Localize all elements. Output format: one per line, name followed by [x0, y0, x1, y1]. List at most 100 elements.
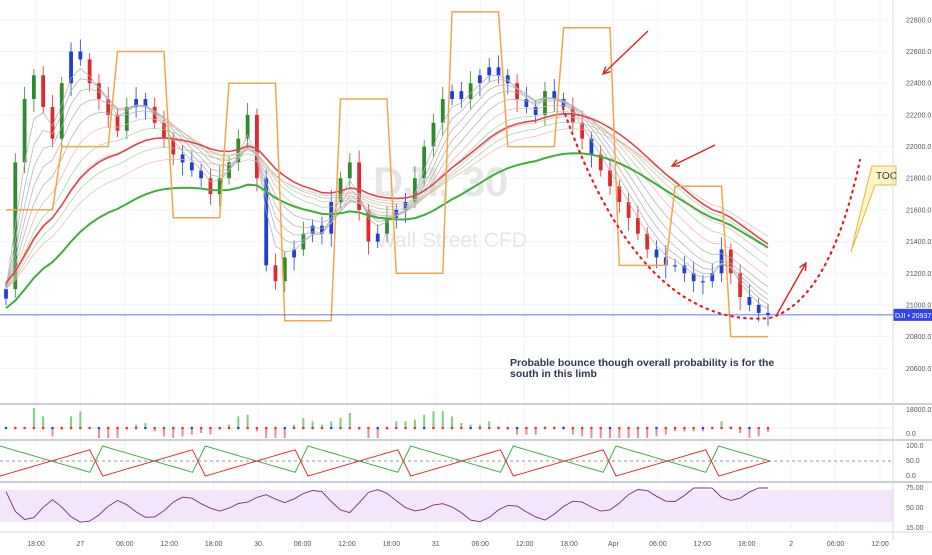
candle-body	[738, 273, 743, 298]
hist-dot	[283, 426, 287, 430]
hist-bar	[525, 428, 528, 435]
candle-body	[292, 249, 296, 258]
hist-bar	[293, 424, 296, 428]
candle-body	[710, 273, 715, 282]
hist-bar	[655, 428, 658, 437]
candle-body	[199, 170, 204, 179]
hist-dot	[41, 426, 45, 430]
hist-bar	[683, 428, 686, 432]
hist-dot	[264, 426, 268, 430]
hist-bar	[200, 428, 203, 433]
candle-body	[255, 114, 259, 179]
hist-bar	[283, 428, 286, 438]
time-tick-label: 12:00	[338, 541, 356, 548]
hist-dot	[618, 426, 621, 430]
candle-body	[245, 114, 250, 139]
candle-body	[115, 114, 120, 131]
arrow-down-1	[602, 30, 649, 75]
hist-bar	[692, 428, 695, 432]
price-tick-label: 22200.0	[906, 112, 931, 119]
hist-dot	[106, 426, 110, 430]
time-tick-label: 12:00	[694, 541, 712, 548]
hist-dot	[562, 426, 565, 430]
candle-body	[366, 209, 371, 242]
time-tick-label: 27	[77, 541, 85, 548]
hist-dot	[748, 426, 751, 430]
hist-dot	[525, 426, 528, 430]
candle-body	[208, 178, 213, 195]
hist-bar	[748, 428, 751, 438]
panel-tick-label: 18000.0	[906, 407, 931, 414]
price-tick-label: 22000.0	[906, 144, 931, 151]
hist-dot	[339, 426, 342, 430]
hist-dot	[348, 426, 352, 430]
time-tick-label: 12:00	[160, 541, 178, 548]
hist-dot	[144, 426, 147, 430]
time-tick-label: 31	[432, 541, 440, 548]
candle-body	[654, 249, 659, 258]
price-tick-label: 21000.0	[906, 302, 931, 309]
hist-dot	[469, 426, 472, 430]
candle-body	[626, 202, 631, 218]
slow-ma-red	[5, 112, 769, 284]
hist-dot	[487, 426, 491, 430]
arrow-down-2	[671, 144, 716, 167]
hist-bar	[609, 428, 612, 438]
panel-tick-label: 100.0	[906, 443, 924, 450]
candle-body	[69, 51, 73, 84]
watermark: DJI, 30 Wall Street CFD	[373, 158, 527, 252]
candle-body	[468, 83, 473, 100]
candle-body	[719, 249, 724, 274]
hist-bar	[571, 428, 574, 435]
ribbon-ma-line	[5, 90, 769, 295]
hist-bar	[646, 428, 649, 438]
candle-body	[264, 178, 269, 266]
hist-bar	[51, 428, 54, 437]
hist-bar	[627, 428, 630, 438]
ribbon-ma-line	[5, 98, 769, 290]
hist-dot	[162, 426, 166, 430]
price-tick-label: 22800.0	[906, 17, 931, 24]
rsi-band	[0, 490, 893, 522]
hist-bar	[516, 428, 519, 435]
panel-tick-label: 50.0	[906, 458, 920, 465]
time-tick-label: 18:00	[27, 541, 45, 548]
hist-dot	[460, 426, 463, 430]
hist-bar	[488, 421, 491, 428]
hist-bar	[255, 428, 258, 432]
hist-bar	[618, 428, 621, 438]
hist-dot	[497, 426, 500, 430]
hist-bar	[237, 416, 240, 428]
arrow-up-head	[799, 261, 807, 272]
hist-bar	[469, 424, 472, 428]
candle-body	[766, 312, 770, 315]
candle-body	[636, 217, 640, 234]
panel-tick-label: 75.00	[906, 485, 924, 492]
candle-body	[515, 83, 519, 100]
toc-callout	[850, 165, 897, 253]
hist-bar	[97, 428, 100, 438]
hist-dot	[673, 426, 677, 430]
time-tick-label: 06:00	[471, 541, 489, 548]
hist-bar	[153, 428, 156, 432]
hist-bar	[302, 418, 305, 428]
hist-dot	[664, 426, 668, 430]
candle-body	[543, 91, 547, 115]
hist-bar	[246, 414, 249, 428]
hist-dot	[766, 426, 770, 430]
hist-dot	[404, 426, 407, 430]
hist-bar	[534, 428, 537, 435]
candle-body	[422, 146, 427, 179]
panel-tick-label: 0.0	[906, 431, 916, 438]
hist-dot	[478, 426, 482, 430]
hist-bar	[79, 411, 82, 428]
candle-body	[617, 186, 622, 202]
time-tick-label: Apr	[608, 541, 620, 548]
hist-bar	[395, 421, 398, 428]
candle-body	[459, 91, 464, 100]
candle-body	[412, 178, 417, 202]
rsi-line	[5, 487, 768, 523]
time-tick-label: 2	[789, 541, 793, 548]
hist-dot	[376, 426, 380, 430]
grid	[0, 0, 893, 532]
